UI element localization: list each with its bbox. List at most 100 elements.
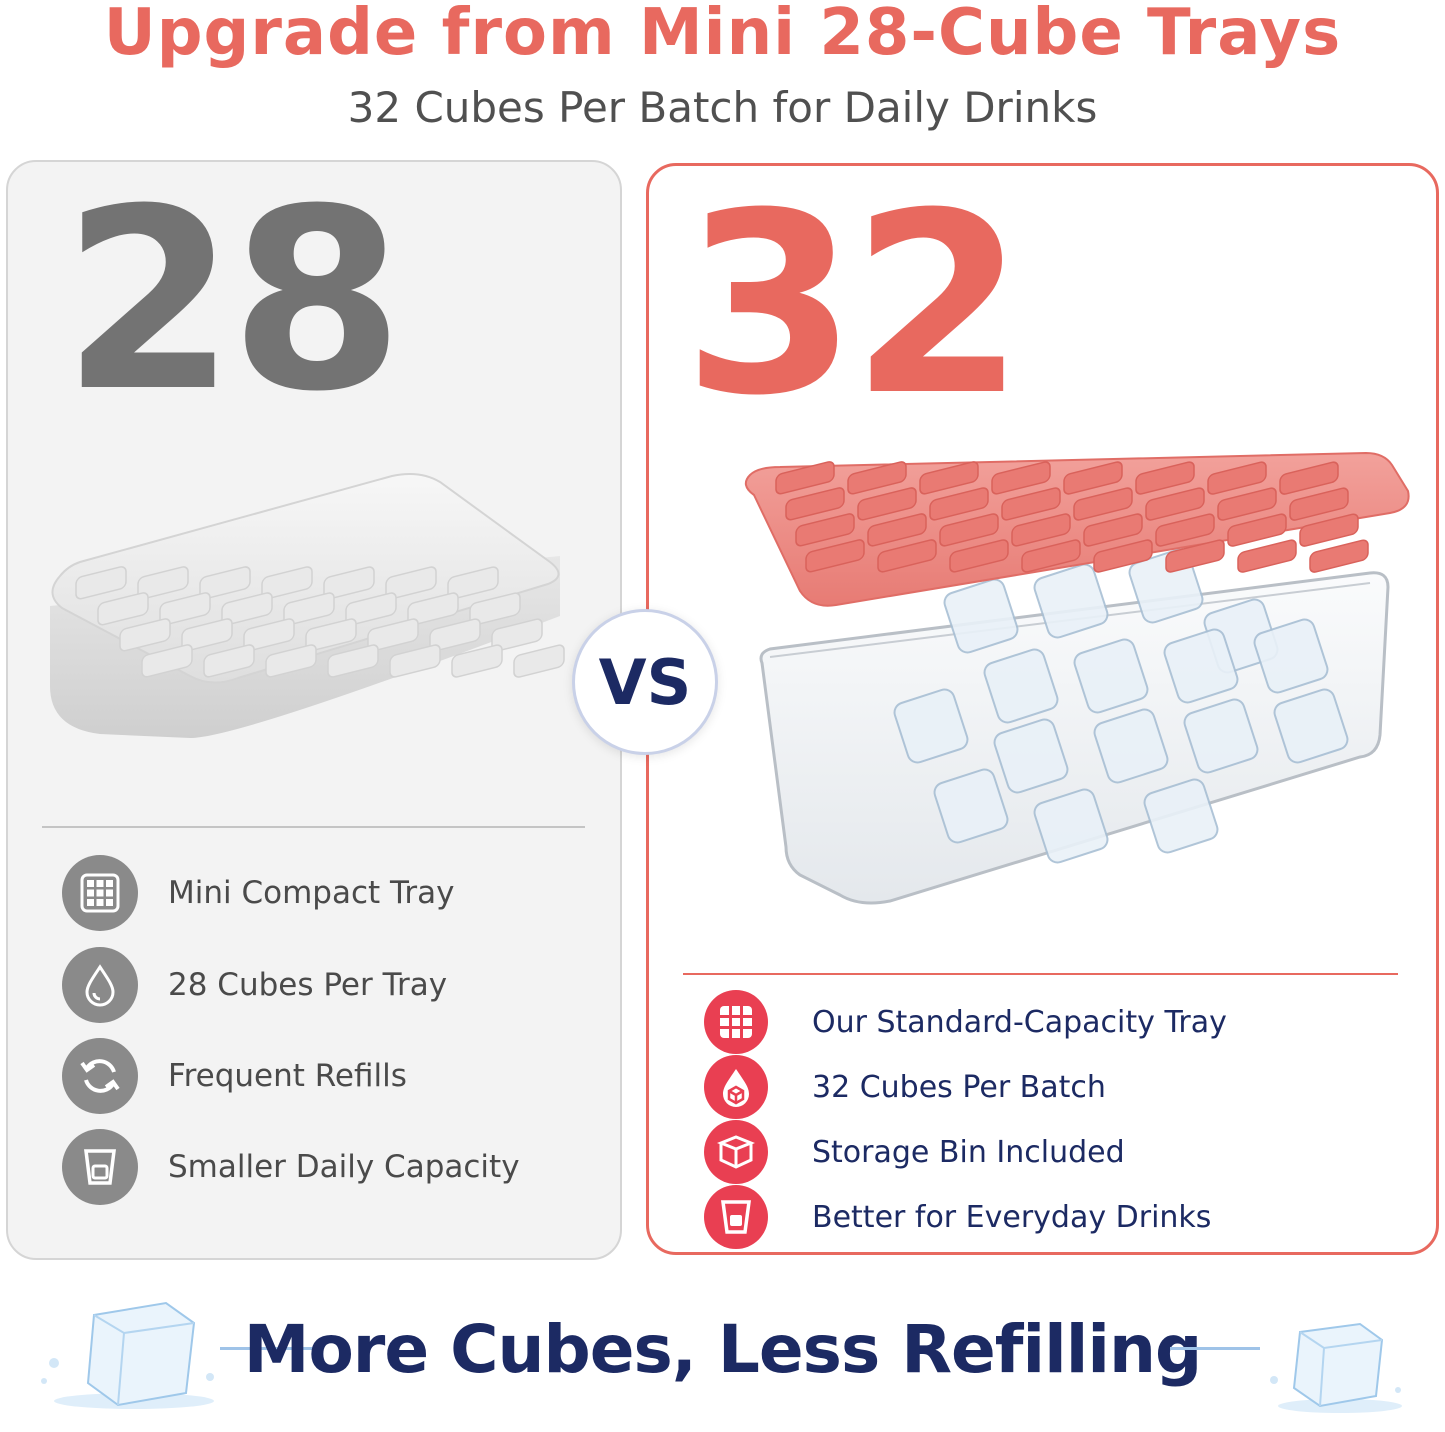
number-32: 32 bbox=[683, 159, 1025, 450]
feature-everyday-drinks: Better for Everyday Drinks bbox=[704, 1185, 1211, 1249]
ice-cube bbox=[1033, 788, 1109, 864]
feature-standard-capacity-tray: Our Standard-Capacity Tray bbox=[704, 990, 1227, 1054]
tray-cell bbox=[243, 618, 295, 652]
tray-cell bbox=[1073, 487, 1133, 521]
tray-cell bbox=[451, 644, 503, 678]
headline: Upgrade from Mini 28-Cube Trays bbox=[103, 0, 1342, 70]
tray-cell bbox=[1289, 487, 1349, 521]
grid-tray-icon bbox=[62, 855, 138, 931]
divider-right bbox=[683, 973, 1398, 975]
tray-cell bbox=[283, 592, 335, 626]
feature-label: Better for Everyday Drinks bbox=[812, 1199, 1212, 1235]
ice-cubes bbox=[893, 548, 1349, 864]
tray-cell bbox=[265, 644, 317, 678]
tray-cell bbox=[1011, 513, 1071, 547]
tray-cell bbox=[1207, 461, 1267, 495]
tray-cell bbox=[305, 618, 357, 652]
gray-tray-image bbox=[50, 473, 565, 738]
pink-tray-cells bbox=[775, 461, 1369, 573]
tray-cell bbox=[1001, 487, 1061, 521]
ice-cube-left-image bbox=[41, 1301, 214, 1409]
ice-cube-right-image bbox=[1270, 1322, 1402, 1413]
refresh-cycle-icon bbox=[62, 1038, 138, 1114]
ice-cube bbox=[1033, 563, 1109, 639]
tray-cell bbox=[203, 644, 255, 678]
feature-label: 32 Cubes Per Batch bbox=[812, 1069, 1106, 1105]
ice-cube bbox=[1163, 628, 1239, 704]
tray-cell bbox=[385, 566, 437, 600]
vs-badge: VS bbox=[572, 609, 718, 755]
tray-cell bbox=[389, 644, 441, 678]
tray-cell bbox=[447, 566, 499, 600]
tray-cell bbox=[221, 592, 273, 626]
drop-cube-icon bbox=[704, 1055, 768, 1119]
feature-label: Storage Bin Included bbox=[812, 1134, 1125, 1170]
pink-tray-with-bin-image bbox=[744, 451, 1410, 905]
tray-cell bbox=[1165, 539, 1225, 573]
tray-cell bbox=[785, 487, 845, 521]
tray-cell bbox=[1309, 539, 1369, 573]
feature-label: Our Standard-Capacity Tray bbox=[812, 1004, 1227, 1040]
tray-cell bbox=[323, 566, 375, 600]
tray-cell bbox=[181, 618, 233, 652]
tray-cell bbox=[1237, 539, 1297, 573]
footer-rule-left bbox=[220, 1347, 317, 1350]
ice-cube bbox=[993, 718, 1069, 794]
tray-cell bbox=[805, 539, 865, 573]
tray-cell bbox=[877, 539, 937, 573]
tray-cell bbox=[327, 644, 379, 678]
tray-cell bbox=[261, 566, 313, 600]
tray-cell bbox=[97, 592, 149, 626]
tagline: More Cubes, Less Refilling bbox=[243, 1311, 1202, 1388]
gray-tray-cells bbox=[75, 566, 565, 678]
cup-icon bbox=[62, 1129, 138, 1205]
ice-cube bbox=[893, 688, 969, 764]
ice-cube bbox=[1073, 638, 1149, 714]
feature-label: Mini Compact Tray bbox=[168, 875, 455, 911]
tray-cell bbox=[119, 618, 171, 652]
feature-28-cubes: 28 Cubes Per Tray bbox=[62, 947, 447, 1023]
tray-cell bbox=[1093, 539, 1153, 573]
feature-32-cubes: 32 Cubes Per Batch bbox=[704, 1055, 1106, 1119]
tray-cell bbox=[919, 461, 979, 495]
tray-cell bbox=[469, 592, 521, 626]
divider-left bbox=[42, 826, 585, 828]
tray-cell bbox=[929, 487, 989, 521]
feature-storage-bin: Storage Bin Included bbox=[704, 1120, 1125, 1184]
ice-cube bbox=[943, 578, 1019, 654]
tray-cell bbox=[1155, 513, 1215, 547]
tray-cell bbox=[775, 461, 835, 495]
ice-cube bbox=[933, 768, 1009, 844]
tray-cell bbox=[949, 539, 1009, 573]
number-28: 28 bbox=[62, 155, 404, 446]
tray-cell bbox=[847, 461, 907, 495]
tray-cell bbox=[1083, 513, 1143, 547]
tray-cell bbox=[1299, 513, 1359, 547]
tray-cell bbox=[1021, 539, 1081, 573]
tray-cell bbox=[75, 566, 127, 600]
tray-cell bbox=[345, 592, 397, 626]
ice-cube bbox=[1093, 708, 1169, 784]
feature-label: 28 Cubes Per Tray bbox=[168, 967, 448, 1003]
ice-cube bbox=[1183, 698, 1259, 774]
ice-cube bbox=[1143, 778, 1219, 854]
tray-cell bbox=[491, 618, 543, 652]
tray-cell bbox=[429, 618, 481, 652]
ice-cube bbox=[1273, 688, 1349, 764]
cup-icon bbox=[704, 1185, 768, 1249]
tray-cell bbox=[1063, 461, 1123, 495]
ice-cube bbox=[1253, 618, 1329, 694]
tray-cell bbox=[199, 566, 251, 600]
tray-cell bbox=[795, 513, 855, 547]
tray-cell bbox=[1227, 513, 1287, 547]
tray-cell bbox=[857, 487, 917, 521]
grid-tray-icon bbox=[704, 990, 768, 1054]
tray-cell bbox=[1279, 461, 1339, 495]
tray-cell bbox=[141, 644, 193, 678]
tray-cell bbox=[407, 592, 459, 626]
water-drop-icon bbox=[62, 947, 138, 1023]
subheadline: 32 Cubes Per Batch for Daily Drinks bbox=[347, 83, 1098, 132]
feature-smaller-capacity: Smaller Daily Capacity bbox=[62, 1129, 520, 1205]
footer-rule-right bbox=[1170, 1347, 1260, 1350]
tray-cell bbox=[513, 644, 565, 678]
